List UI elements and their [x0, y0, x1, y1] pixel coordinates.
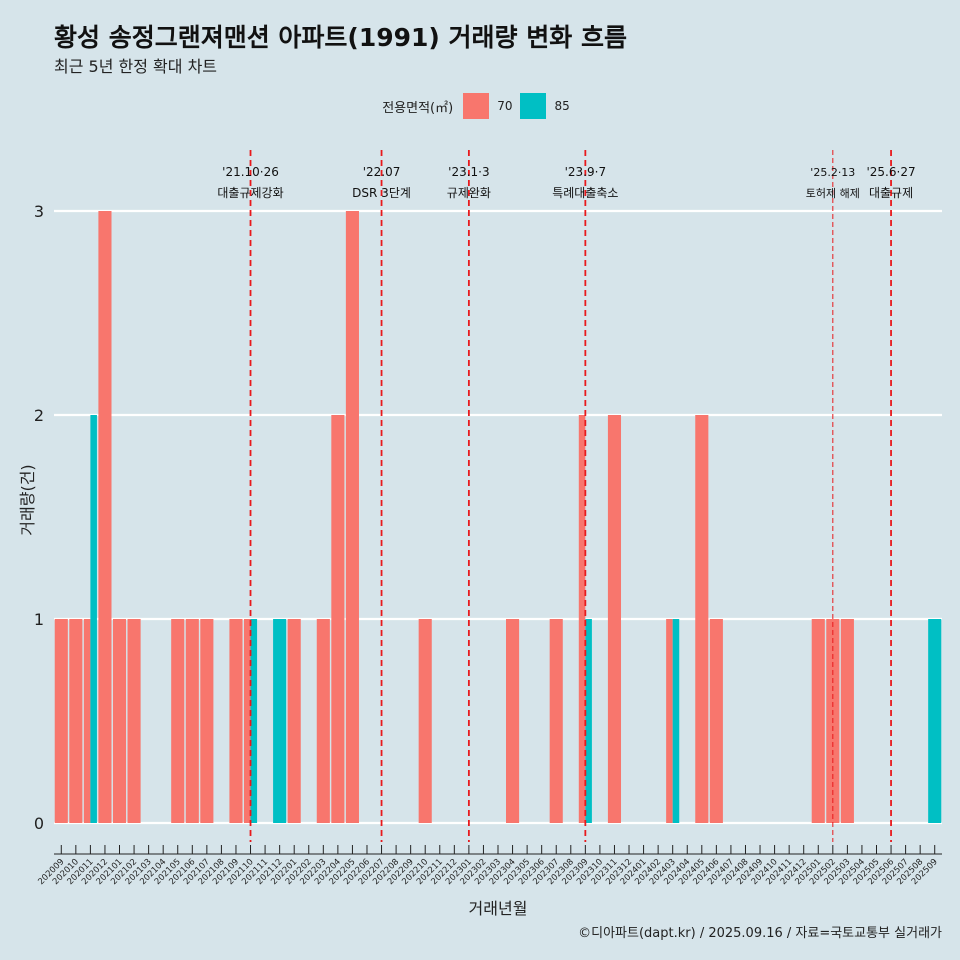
bar-70: [185, 619, 199, 823]
bar-70: [549, 619, 563, 823]
bar-70: [695, 415, 709, 823]
chart-subtitle: 최근 5년 한정 확대 차트: [54, 57, 218, 76]
bar-70: [112, 619, 127, 823]
bar-70: [98, 211, 112, 823]
annotation-date: '25.2·13: [810, 166, 855, 179]
bar-70: [69, 619, 83, 823]
bar-85: [928, 619, 942, 823]
bar-70: [418, 619, 432, 823]
y-tick-label: 3: [34, 202, 44, 221]
bar-70: [243, 619, 251, 823]
annotation-label: 대출규제: [869, 186, 913, 200]
y-tick-label: 0: [34, 814, 44, 833]
source-caption: ©디아파트(dapt.kr) / 2025.09.16 / 자료=국토교통부 실…: [578, 926, 942, 941]
bar-85: [90, 415, 97, 823]
bar-70: [83, 619, 91, 823]
legend-label-85: 85: [554, 99, 570, 113]
bar-70: [709, 619, 723, 823]
bar-70: [331, 415, 345, 823]
legend-label-70: 70: [497, 99, 513, 113]
bar-70: [840, 619, 854, 823]
legend-title: 전용면적(㎡): [382, 100, 454, 116]
bar-70: [200, 619, 214, 823]
legend-swatch-85: [520, 93, 547, 119]
bar-70: [54, 619, 68, 823]
bar-70: [578, 415, 586, 823]
annotation-date: '25.6·27: [866, 165, 915, 179]
bar-85: [585, 619, 592, 823]
bar-70: [127, 619, 141, 823]
y-tick-label: 2: [34, 406, 44, 425]
annotation-label: 토허제 해제: [806, 186, 860, 200]
chart-title: 황성 송정그랜져맨션 아파트(1991) 거래량 변화 흐름: [54, 23, 627, 52]
annotation-label: 특례대출축소: [552, 186, 618, 200]
annotation-date: '22.07: [363, 165, 401, 179]
bar-85: [273, 619, 287, 823]
legend: 전용면적(㎡) 70 85: [0, 93, 960, 119]
y-axis-title: 거래량(건): [18, 464, 37, 535]
bar-70: [506, 619, 520, 823]
bar-70: [607, 415, 622, 823]
bar-70: [287, 619, 301, 823]
annotation-label: DSR 3단계: [352, 186, 411, 200]
legend-item-85: 85: [520, 93, 570, 119]
legend-item-70: 70: [463, 93, 512, 119]
bar-85: [250, 619, 258, 823]
annotation-label: 대출규제강화: [217, 186, 283, 200]
bar-70: [316, 619, 330, 823]
annotation-date: '23.1·3: [448, 165, 489, 179]
bar-70: [171, 619, 185, 823]
bar-70: [666, 619, 673, 823]
bar-70: [345, 211, 359, 823]
annotation-date: '21.10·26: [222, 165, 279, 179]
bar-70: [229, 619, 243, 823]
legend-swatch-70: [463, 93, 490, 119]
bar-85: [672, 619, 680, 823]
bar-70: [811, 619, 825, 823]
annotation-label: 규제완화: [447, 186, 491, 200]
x-axis-title: 거래년월: [469, 899, 528, 918]
y-tick-label: 1: [34, 610, 44, 629]
annotation-date: '23.9·7: [565, 165, 606, 179]
